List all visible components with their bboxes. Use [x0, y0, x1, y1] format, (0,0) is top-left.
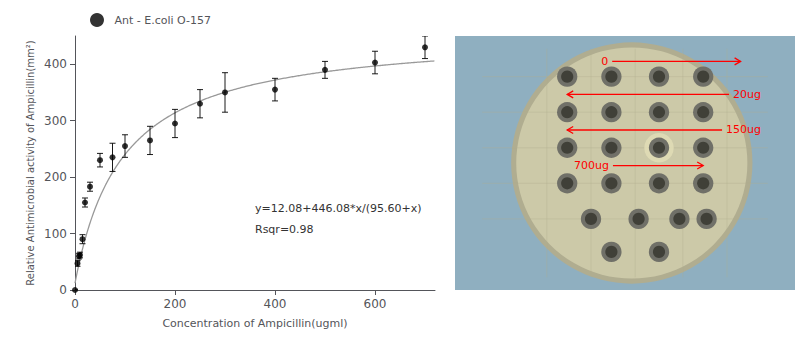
- svg-text:400: 400: [44, 57, 67, 71]
- svg-text:150ug: 150ug: [726, 123, 761, 136]
- svg-text:600: 600: [364, 297, 387, 311]
- svg-text:0: 0: [71, 297, 79, 311]
- svg-text:Ant - E.coli O-157: Ant - E.coli O-157: [115, 14, 212, 27]
- svg-text:300: 300: [44, 114, 67, 128]
- svg-text:20ug: 20ug: [733, 88, 761, 101]
- svg-text:y=12.08+446.08*x/(95.60+x): y=12.08+446.08*x/(95.60+x): [255, 202, 421, 215]
- svg-text:Relative Antimicrobial activit: Relative Antimicrobial activity of Ampic…: [25, 40, 36, 286]
- svg-text:200: 200: [44, 170, 67, 184]
- svg-text:100: 100: [44, 227, 67, 241]
- svg-text:400: 400: [264, 297, 287, 311]
- svg-text:0: 0: [59, 283, 67, 297]
- svg-text:Concentration of Ampicillin(ug: Concentration of Ampicillin(ugml): [162, 317, 347, 330]
- svg-text:Rsqr=0.98: Rsqr=0.98: [255, 223, 314, 236]
- svg-text:200: 200: [164, 297, 187, 311]
- svg-text:0: 0: [601, 55, 608, 68]
- svg-text:700ug: 700ug: [574, 159, 609, 172]
